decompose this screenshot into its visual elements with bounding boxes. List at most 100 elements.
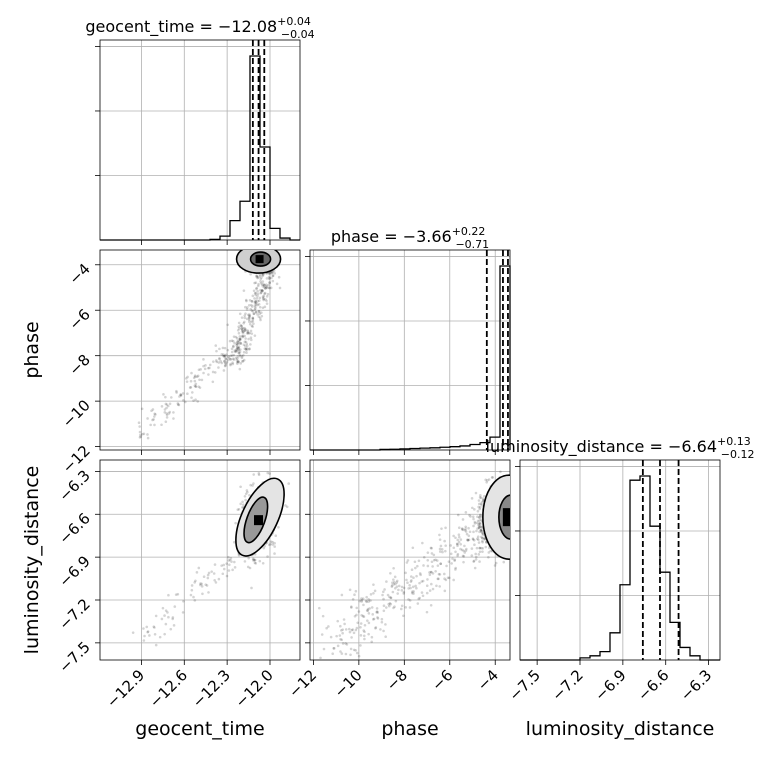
sample-point [371, 613, 375, 616]
sample-point [232, 358, 236, 361]
sample-point [390, 584, 394, 587]
sample-point [464, 511, 468, 514]
sample-point [243, 305, 247, 309]
sample-point [367, 598, 370, 601]
sample-point [370, 606, 374, 609]
sample-point [478, 560, 481, 563]
sample-point [146, 433, 149, 436]
sample-point [233, 540, 236, 544]
sample-point [142, 627, 145, 630]
sample-point [152, 418, 155, 421]
sample-point [419, 573, 422, 577]
sample-point [394, 599, 398, 603]
sample-point [329, 635, 333, 639]
sample-point [284, 504, 287, 507]
sample-point [264, 286, 268, 289]
sample-point [444, 544, 447, 547]
sample-point [261, 280, 265, 283]
sample-point [432, 553, 436, 557]
x-axis-label-phase: phase [381, 718, 438, 740]
sample-point [270, 271, 274, 275]
sample-point [418, 581, 421, 585]
sample-point [369, 593, 373, 596]
sample-point [278, 286, 282, 290]
sample-point [235, 343, 238, 347]
sample-point [244, 337, 247, 340]
sample-point [393, 605, 396, 609]
sample-point [237, 345, 241, 348]
sample-point [359, 634, 363, 637]
sample-point [476, 515, 479, 518]
sample-point [339, 650, 342, 653]
sample-point [256, 276, 260, 279]
x-tick-label-luminosity_distance: −6.3 [677, 666, 715, 704]
x-tick-label-luminosity_distance: −7.5 [505, 666, 543, 704]
sample-point [486, 479, 489, 482]
sample-point [339, 637, 342, 641]
sample-point [232, 345, 235, 349]
sample-point [364, 599, 368, 603]
sample-point [446, 576, 450, 580]
sample-point [259, 277, 263, 281]
sample-point [478, 515, 481, 519]
sample-point [354, 649, 357, 652]
sample-point [237, 351, 241, 354]
sample-point [456, 538, 460, 542]
sample-point [384, 606, 388, 609]
sample-point [241, 359, 245, 363]
sample-point [389, 572, 392, 575]
x-tick-label-geocent_time: −12.3 [189, 666, 234, 711]
sample-point [177, 403, 181, 407]
sample-point [240, 354, 244, 358]
sample-point [267, 277, 271, 281]
sample-point [479, 522, 482, 526]
sample-point [233, 341, 236, 345]
sample-point [173, 605, 177, 608]
sample-point [267, 272, 271, 275]
sample-point [332, 646, 335, 650]
sample-point [426, 551, 430, 554]
sample-point [476, 519, 480, 523]
sample-point [249, 483, 252, 487]
sample-point [261, 245, 264, 248]
sample-point [258, 296, 262, 300]
sample-point [243, 347, 247, 350]
sample-point [493, 564, 497, 567]
sample-point [395, 585, 399, 588]
sample-point [347, 661, 350, 664]
sample-point [243, 314, 247, 317]
sample-point [340, 593, 344, 597]
sample-point [376, 611, 380, 614]
sample-point [472, 538, 476, 542]
sample-point [426, 558, 430, 562]
sample-point [265, 284, 269, 288]
sample-point [250, 324, 254, 328]
sample-point [465, 547, 468, 551]
sample-point [239, 342, 243, 345]
sample-point [140, 407, 144, 411]
sample-point [405, 578, 408, 582]
sample-point [413, 560, 417, 564]
sample-point [184, 377, 188, 380]
sample-point [464, 527, 467, 531]
sample-point [434, 558, 437, 562]
sample-point [251, 317, 255, 320]
sample-point [451, 557, 454, 560]
title-geocent_time: geocent_time = −12.08+0.04 −0.04 [85, 15, 314, 41]
sample-point [234, 349, 238, 353]
sample-point [395, 581, 399, 584]
sample-point [372, 583, 375, 586]
sample-point [255, 286, 259, 290]
sample-point [240, 327, 243, 330]
sample-point [175, 389, 178, 393]
sample-point [224, 362, 228, 366]
sample-point [256, 292, 260, 296]
sample-point [456, 552, 460, 556]
sample-point [352, 648, 356, 652]
sample-point [251, 294, 255, 298]
sample-point [237, 346, 240, 350]
sample-point [479, 514, 482, 518]
sample-point [443, 589, 447, 593]
sample-point [251, 557, 255, 561]
sample-point [182, 399, 185, 402]
